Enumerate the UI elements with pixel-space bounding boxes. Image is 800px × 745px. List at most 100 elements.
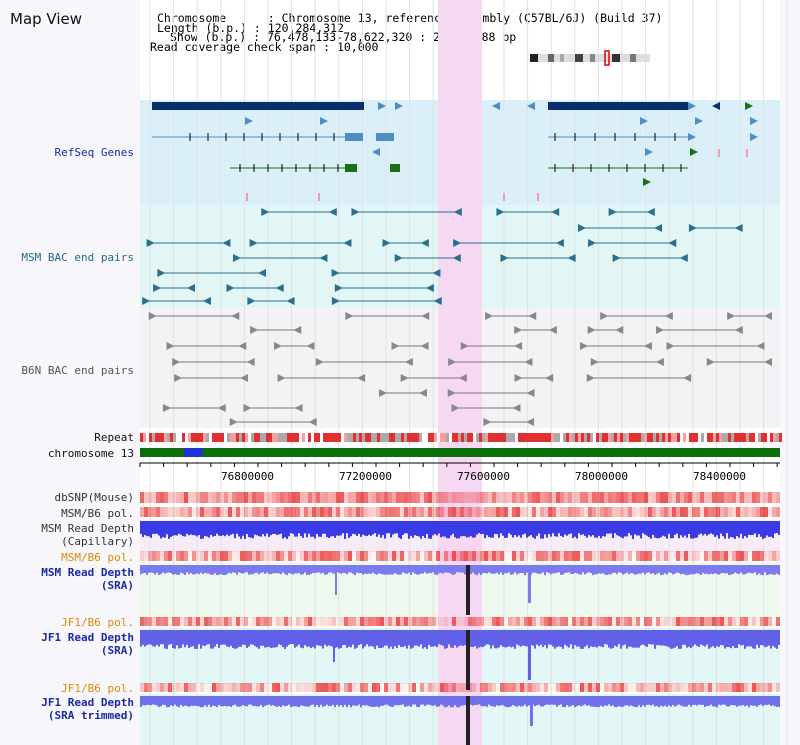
msm-cap-depth-bar	[640, 521, 642, 539]
track-label-refseq[interactable]: RefSeq Genes	[54, 146, 134, 159]
msm-b6-pol2-cell	[320, 551, 324, 561]
dbsnp-cell	[596, 492, 600, 503]
msm-sra-depth-bar	[642, 565, 644, 573]
jf1-b6-pol2-cell	[560, 683, 564, 692]
jf1-sra-depth-bar	[350, 630, 352, 648]
dbsnp-cell	[668, 492, 672, 503]
dbsnp-cell	[276, 492, 280, 503]
msm-cap-depth-bar	[756, 521, 758, 538]
jf1-trim-depth-bar	[466, 696, 470, 745]
dbsnp-cell	[256, 492, 260, 503]
repeat-segment	[488, 433, 491, 442]
pair-end-arrow	[555, 239, 564, 247]
track-label-msm-bac[interactable]: MSM BAC end pairs	[21, 251, 134, 264]
jf1-trim-depth-bar	[318, 696, 320, 708]
repeat-segment	[620, 433, 623, 442]
repeat-segment	[497, 433, 500, 442]
jf1-sra-depth-bar	[560, 630, 562, 647]
msm-b6-pol-cell	[592, 507, 596, 517]
jf1-trim-depth-bar	[704, 696, 706, 708]
msm-b6-pol2-cell	[336, 551, 340, 561]
msm-b6-pol2-cell	[220, 551, 224, 561]
pair-end-arrow	[433, 297, 442, 305]
jf1-trim-depth-bar	[732, 696, 734, 706]
jf1-trim-depth-bar	[470, 696, 472, 705]
jf1-b6-pol2-cell	[308, 683, 312, 692]
msm-sra-depth-bar	[636, 565, 638, 575]
track-label-msm-b6-pol-2[interactable]: MSM/B6 pol.	[61, 551, 134, 564]
dbsnp-cell	[692, 492, 696, 503]
jf1-sra-depth-bar	[592, 630, 594, 648]
jf1-b6-pol-cell	[692, 617, 696, 626]
jf1-sra-depth-bar	[656, 630, 658, 646]
jf1-b6-pol-cell	[300, 617, 304, 626]
msm-cap-depth-bar	[692, 521, 694, 539]
jf1-sra-depth-bar	[416, 630, 418, 646]
marker	[746, 149, 748, 157]
jf1-b6-pol-cell	[184, 617, 188, 626]
jf1-b6-pol-cell	[768, 617, 772, 626]
track-label-jf1-b6-pol-2[interactable]: JF1/B6 pol.	[61, 682, 134, 695]
jf1-trim-depth-bar	[538, 696, 540, 705]
msm-b6-pol2-cell	[244, 551, 248, 561]
jf1-trim-depth-bar	[560, 696, 562, 705]
track-label-msm-b6-pol[interactable]: MSM/B6 pol.	[61, 507, 134, 520]
msm-cap-depth-bar	[350, 521, 352, 537]
repeat-segment	[686, 433, 689, 442]
msm-sra-depth-bar	[532, 565, 534, 573]
jf1-b6-pol2-cell	[356, 683, 360, 692]
msm-cap-depth-bar	[330, 521, 332, 537]
msm-b6-pol-cell	[564, 507, 568, 517]
dbsnp-cell	[676, 492, 680, 503]
jf1-b6-pol2-cell	[216, 683, 220, 692]
track-label-msm-depth-capillary[interactable]: MSM Read Depth (Capillary)	[41, 522, 134, 548]
msm-b6-pol-cell	[164, 507, 168, 517]
track-label-jf1-depth-sra[interactable]: JF1 Read Depth (SRA)	[41, 631, 134, 657]
dbsnp-cell	[580, 492, 584, 503]
jf1-trim-depth-bar	[694, 696, 696, 705]
repeat-segment	[338, 433, 341, 442]
msm-cap-depth-bar	[346, 521, 348, 534]
track-label-jf1-b6-pol[interactable]: JF1/B6 pol.	[61, 616, 134, 629]
jf1-sra-depth-bar	[200, 630, 202, 649]
repeat-segment	[218, 433, 221, 442]
msm-cap-depth-bar	[710, 521, 712, 534]
pair-end-arrow	[275, 284, 284, 292]
msm-sra-depth-bar	[344, 565, 346, 573]
msm-sra-depth-bar	[608, 565, 610, 575]
msm-cap-depth-bar	[744, 521, 746, 537]
msm-cap-depth-bar	[414, 521, 416, 536]
msm-cap-depth-bar	[336, 521, 338, 536]
msm-cap-depth-bar	[634, 521, 636, 535]
jf1-sra-depth-bar	[522, 630, 524, 646]
jf1-b6-pol-cell	[308, 617, 312, 626]
msm-sra-depth-bar	[610, 565, 612, 575]
jf1-trim-depth-bar	[478, 696, 480, 705]
jf1-sra-depth-bar	[564, 630, 566, 645]
jf1-b6-pol2-cell	[240, 683, 244, 692]
repeat-segment	[521, 433, 524, 442]
msm-cap-depth-bar	[446, 521, 448, 539]
repeat-segment	[155, 433, 158, 442]
msm-cap-depth-bar	[172, 521, 174, 536]
repeat-segment	[251, 433, 254, 442]
jf1-sra-depth-bar	[618, 630, 620, 645]
jf1-b6-pol-cell	[200, 617, 204, 626]
msm-sra-depth-bar	[338, 565, 340, 573]
pair-end-arrow	[512, 404, 521, 412]
pair-end-arrow	[404, 358, 413, 366]
track-label-dbsnp[interactable]: dbSNP(Mouse)	[54, 491, 134, 504]
jf1-trim-depth-bar	[350, 696, 352, 708]
msm-cap-depth-bar	[200, 521, 202, 539]
msm-b6-pol-cell	[444, 507, 448, 517]
jf1-trim-depth-bar	[390, 696, 392, 707]
track-label-jf1-depth-trimmed[interactable]: JF1 Read Depth (SRA trimmed)	[41, 696, 134, 722]
ideogram-band	[630, 54, 636, 62]
msm-cap-depth-bar	[294, 521, 296, 537]
track-label-b6n-bac[interactable]: B6N BAC end pairs	[21, 364, 134, 377]
track-label-msm-depth-sra[interactable]: MSM Read Depth (SRA)	[41, 566, 134, 592]
jf1-trim-depth-bar	[698, 696, 700, 705]
msm-b6-pol2-cell	[484, 551, 488, 561]
repeat-segment	[737, 433, 740, 442]
